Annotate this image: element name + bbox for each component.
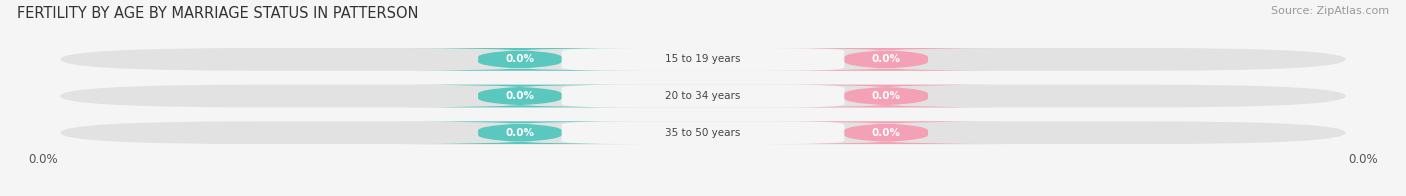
FancyBboxPatch shape	[402, 85, 637, 107]
FancyBboxPatch shape	[769, 85, 1004, 107]
FancyBboxPatch shape	[402, 48, 637, 71]
Text: 0.0%: 0.0%	[505, 91, 534, 101]
FancyBboxPatch shape	[60, 85, 1346, 107]
Text: 0.0%: 0.0%	[505, 128, 534, 138]
Text: 0.0%: 0.0%	[872, 54, 901, 64]
Text: Source: ZipAtlas.com: Source: ZipAtlas.com	[1271, 6, 1389, 16]
FancyBboxPatch shape	[769, 121, 1004, 144]
Text: 0.0%: 0.0%	[872, 128, 901, 138]
FancyBboxPatch shape	[561, 48, 845, 71]
FancyBboxPatch shape	[60, 48, 1346, 71]
Text: 0.0%: 0.0%	[505, 54, 534, 64]
Text: 0.0%: 0.0%	[872, 91, 901, 101]
FancyBboxPatch shape	[60, 121, 1346, 144]
Text: FERTILITY BY AGE BY MARRIAGE STATUS IN PATTERSON: FERTILITY BY AGE BY MARRIAGE STATUS IN P…	[17, 6, 419, 21]
Text: 15 to 19 years: 15 to 19 years	[665, 54, 741, 64]
FancyBboxPatch shape	[561, 121, 845, 144]
Text: 20 to 34 years: 20 to 34 years	[665, 91, 741, 101]
Text: 0.0%: 0.0%	[28, 153, 58, 166]
FancyBboxPatch shape	[769, 48, 1004, 71]
Text: 0.0%: 0.0%	[1348, 153, 1378, 166]
FancyBboxPatch shape	[402, 121, 637, 144]
FancyBboxPatch shape	[561, 85, 845, 107]
Text: 35 to 50 years: 35 to 50 years	[665, 128, 741, 138]
